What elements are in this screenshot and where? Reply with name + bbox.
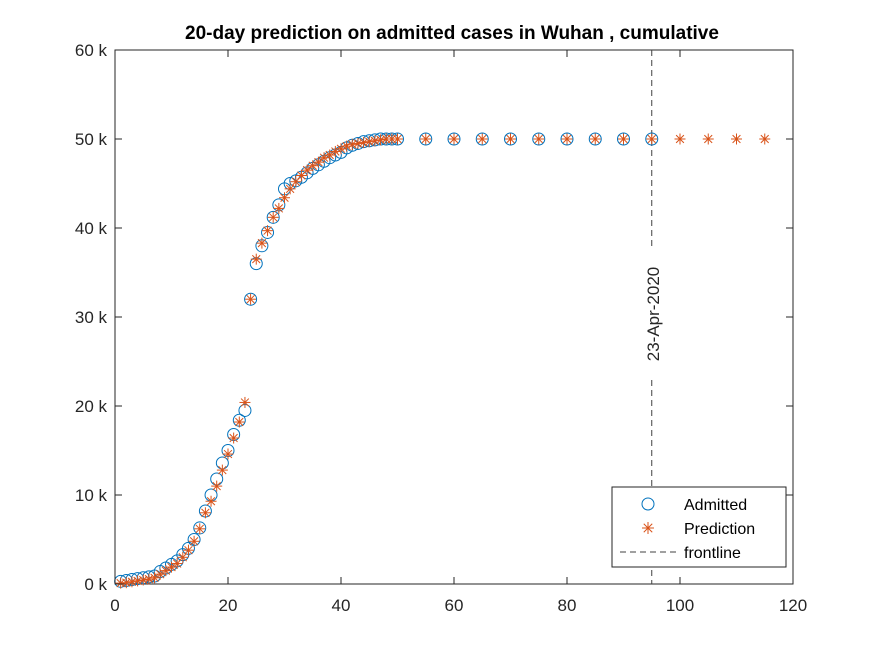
- prediction-point: [233, 416, 245, 428]
- prediction-point: [205, 495, 217, 507]
- legend-box: [611, 486, 787, 568]
- prediction-point: [284, 183, 296, 195]
- admitted-point: [617, 132, 630, 146]
- admitted-point: [475, 132, 489, 146]
- prediction-point: [239, 396, 251, 408]
- prediction-point: [674, 133, 686, 145]
- y-tick-label: 30 k: [75, 308, 108, 327]
- prediction-point: [216, 464, 228, 476]
- x-tick-label: 100: [666, 596, 694, 615]
- series-layer: [114, 132, 771, 589]
- prediction-point: [420, 133, 432, 145]
- y-tick-label: 0 k: [84, 575, 107, 594]
- prediction-point: [250, 253, 262, 265]
- prediction-point: [273, 202, 285, 214]
- prediction-point: [324, 149, 336, 161]
- admitted-point: [419, 132, 433, 146]
- prediction-point: [448, 133, 460, 145]
- prediction-point: [120, 577, 132, 589]
- prediction-point: [256, 237, 268, 249]
- admitted-point: [532, 132, 546, 146]
- prediction-point: [646, 133, 658, 145]
- prediction-point: [589, 133, 601, 145]
- prediction-point: [301, 164, 313, 176]
- prediction-point: [307, 160, 319, 172]
- prediction-point: [295, 169, 307, 181]
- prediction-point: [561, 133, 573, 145]
- x-tick-label: 40: [332, 596, 351, 615]
- prediction-point: [352, 137, 364, 149]
- prediction-point: [182, 544, 194, 556]
- admitted-point: [244, 292, 258, 306]
- legend-label-admitted: Admitted: [684, 497, 747, 514]
- prediction-point: [702, 133, 714, 145]
- prediction-point: [267, 211, 279, 223]
- x-tick-label: 0: [110, 596, 119, 615]
- y-tick-label: 50 k: [75, 130, 108, 149]
- prediction-point: [245, 293, 257, 305]
- prediction-point: [211, 480, 223, 492]
- prediction-point: [188, 535, 200, 547]
- prediction-point: [137, 574, 149, 586]
- prediction-point: [149, 572, 161, 584]
- y-tick-label: 10 k: [75, 486, 108, 505]
- prediction-point: [132, 575, 144, 587]
- prediction-point: [160, 565, 172, 577]
- legend-marker-prediction: [642, 522, 654, 534]
- prediction-point: [177, 551, 189, 563]
- chart-title: 20-day prediction on admitted cases in W…: [185, 23, 719, 44]
- prediction-point: [375, 134, 387, 146]
- legend-label-prediction: Prediction: [684, 521, 755, 538]
- legend-asterisk-glyph: [642, 522, 654, 534]
- prediction-point: [358, 137, 370, 149]
- legend: Admitted Prediction frontline: [611, 486, 787, 568]
- prediction-point: [194, 523, 206, 535]
- prediction-point: [154, 568, 166, 580]
- prediction-point: [312, 156, 324, 168]
- prediction-point: [618, 133, 629, 145]
- axis-layer: 0 20 40 60 80 100 120 0 k 10 k 20 k 30 k 40 k 50 k 60…: [75, 41, 807, 615]
- admitted-point: [588, 132, 602, 146]
- prediction-point: [476, 133, 488, 145]
- prediction-point: [369, 135, 381, 147]
- prediction-point: [533, 133, 545, 145]
- admitted-point: [560, 132, 574, 146]
- series-prediction: [115, 133, 771, 589]
- prediction-point: [346, 138, 358, 150]
- admitted-point: [504, 132, 517, 146]
- legend-marker-admitted: [641, 497, 655, 511]
- admitted-point: [266, 210, 280, 224]
- admitted-point: [645, 132, 659, 146]
- x-tick-label: 80: [558, 596, 577, 615]
- prediction-point: [126, 576, 138, 588]
- y-tick-label: 60 k: [75, 41, 108, 60]
- prediction-point: [341, 140, 353, 152]
- x-tick-label: 60: [445, 596, 464, 615]
- prediction-point: [363, 136, 375, 148]
- prediction-point: [759, 133, 771, 145]
- prediction-point: [199, 507, 211, 519]
- x-tick-label: 20: [219, 596, 238, 615]
- prediction-point: [262, 225, 274, 237]
- legend-label-frontline: frontline: [684, 545, 741, 562]
- frontline-label: 23-Apr-2020: [644, 267, 663, 362]
- prediction-point: [222, 448, 234, 460]
- prediction-point: [279, 192, 290, 204]
- prediction-point: [505, 133, 516, 145]
- prediction-point: [392, 133, 403, 145]
- admitted-point: [447, 132, 461, 146]
- x-tick-label: 120: [779, 596, 807, 615]
- prediction-point: [166, 561, 177, 573]
- y-tick-label: 40 k: [75, 219, 108, 238]
- prediction-point: [731, 133, 742, 145]
- prediction-point: [228, 432, 240, 444]
- y-tick-label: 20 k: [75, 397, 108, 416]
